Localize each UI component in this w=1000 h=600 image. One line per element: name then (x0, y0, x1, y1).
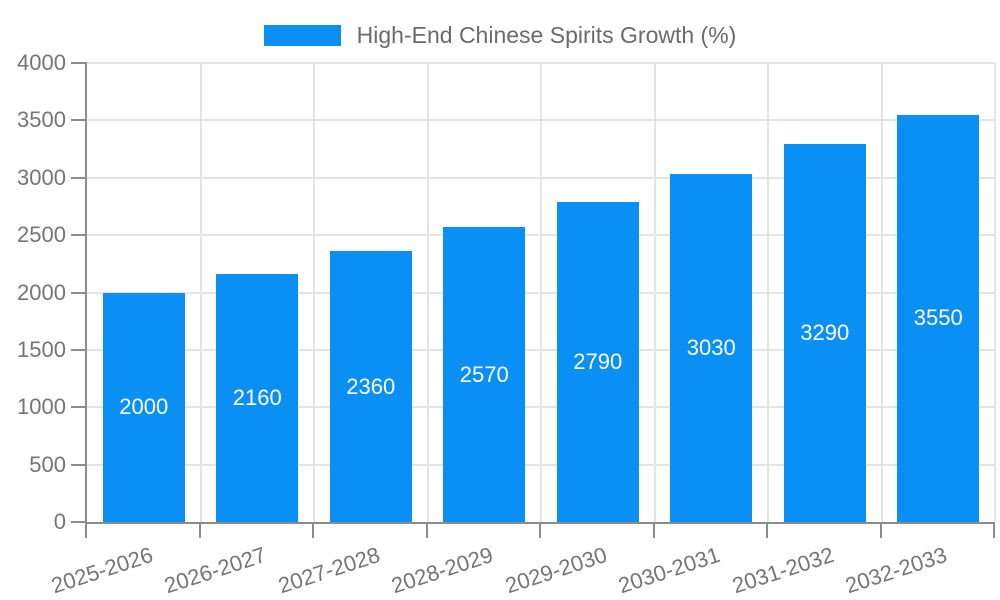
y-axis-label: 1500 (17, 336, 66, 362)
gridline-vertical (767, 63, 769, 522)
y-axis-tick (71, 348, 87, 351)
x-axis-label: 2030-2031 (615, 542, 723, 599)
y-axis-label: 0 (53, 509, 66, 534)
y-axis-tick (71, 234, 87, 237)
bar[interactable]: 3290 (783, 144, 866, 522)
y-axis-label: 500 (29, 451, 66, 477)
gridline-vertical (994, 63, 996, 522)
y-axis-tick (71, 291, 87, 294)
plot-area: 2000 2160 2360 2570 2790 3030 3290 3550 (85, 62, 996, 524)
gridline-vertical (313, 63, 315, 522)
gridline-vertical (880, 63, 883, 522)
y-axis-tick (71, 176, 87, 179)
y-axis-tick (71, 119, 87, 122)
gridline-vertical (426, 63, 429, 522)
bar[interactable]: 2160 (216, 274, 299, 522)
bar[interactable]: 2000 (102, 292, 185, 522)
x-axis-tick (312, 522, 314, 538)
x-axis-tick (198, 522, 201, 538)
bar[interactable]: 3550 (897, 114, 980, 522)
bar-value-label: 3290 (800, 320, 850, 346)
x-axis-label: 2026-2027 (161, 542, 269, 599)
x-axis-tick (993, 522, 995, 538)
x-axis-tick (539, 522, 541, 538)
x-axis-tick (425, 522, 428, 538)
gridline-vertical (653, 63, 656, 522)
y-axis-label: 3500 (17, 107, 66, 133)
x-axis-label: 2031-2032 (728, 542, 837, 599)
bar-value-label: 3030 (686, 335, 736, 361)
bar-value-label: 2570 (459, 361, 509, 387)
bar-value-label: 2000 (119, 394, 169, 420)
y-axis-label: 2500 (17, 222, 66, 248)
bar-value-label: 2790 (573, 348, 623, 374)
bar-value-label: 2160 (232, 385, 282, 411)
y-axis-label: 1000 (17, 394, 66, 420)
x-axis-label: 2028-2029 (388, 542, 496, 599)
x-axis-tick (766, 522, 768, 538)
x-axis-label: 2029-2030 (501, 542, 610, 599)
bar[interactable]: 2360 (329, 251, 412, 522)
y-axis-label: 4000 (17, 50, 66, 75)
bar[interactable]: 3030 (670, 174, 753, 522)
legend-item[interactable]: High-End Chinese Spirits Growth (%) (263, 22, 737, 49)
legend-label: High-End Chinese Spirits Growth (%) (356, 22, 737, 48)
gridline-vertical (199, 63, 202, 522)
x-axis-tick (85, 522, 87, 538)
x-axis-tick (652, 522, 655, 538)
bar-value-label: 2360 (346, 373, 396, 399)
bar-value-label: 3550 (913, 305, 963, 331)
x-axis-tick (879, 522, 882, 538)
x-axis-label: 2025-2026 (47, 542, 156, 599)
legend: High-End Chinese Spirits Growth (%) (0, 22, 1000, 49)
y-axis-tick (71, 62, 87, 64)
gridline-vertical (540, 63, 542, 522)
x-axis-label: 2027-2028 (274, 542, 383, 599)
y-axis-label: 2000 (17, 279, 66, 305)
y-axis-tick (71, 463, 87, 466)
y-axis-line (85, 63, 87, 524)
y-axis-tick (71, 521, 87, 523)
bar[interactable]: 2570 (443, 227, 526, 522)
y-axis-label: 3000 (17, 164, 66, 190)
legend-swatch-icon (263, 25, 341, 46)
x-axis-label: 2032-2033 (842, 542, 950, 599)
bar[interactable]: 2790 (556, 201, 639, 522)
y-axis-tick (71, 406, 87, 409)
